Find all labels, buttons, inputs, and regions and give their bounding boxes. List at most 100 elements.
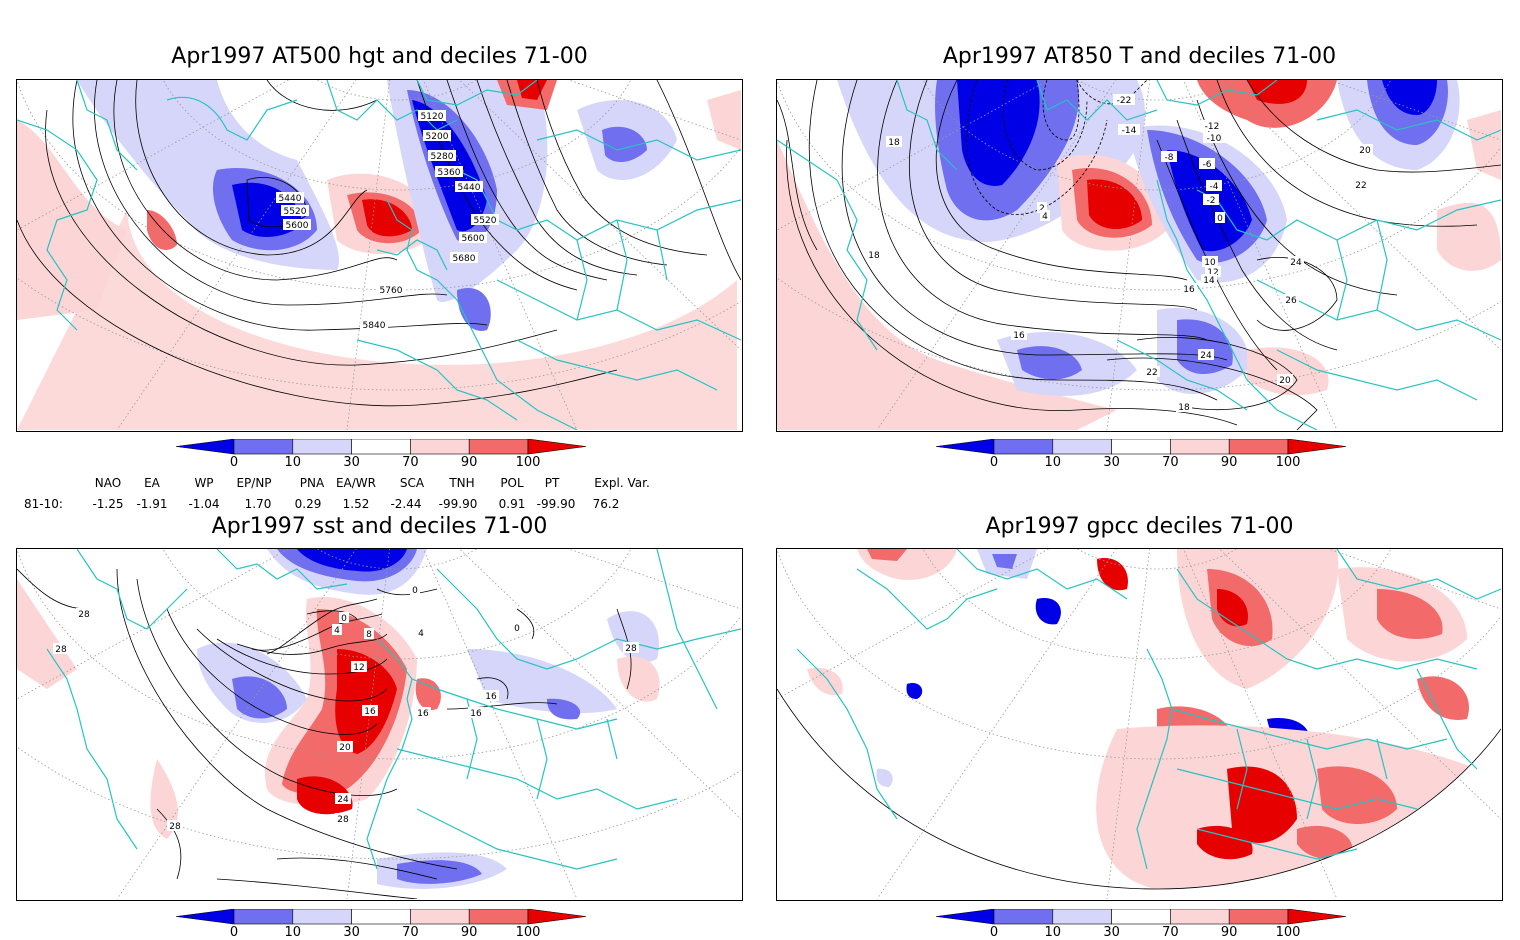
contour-label: 0 (341, 614, 347, 624)
contour-label: 2 (1039, 204, 1045, 214)
contour-label: 28 (337, 815, 349, 825)
colorbar-tick-label: 100 (515, 925, 541, 940)
contour-label: 24 (1290, 258, 1302, 268)
contour-label-bg (364, 628, 374, 639)
colorbar-swatch (1228, 909, 1289, 925)
contour-label-bg (1288, 256, 1304, 267)
contour-label-bg (1202, 256, 1218, 267)
colorbar-tick-label: 70 (402, 925, 419, 940)
colorbar-swatches (176, 909, 586, 925)
contour-label-bg (335, 793, 351, 804)
index-value: -99.90 (438, 497, 478, 511)
index-value: -1.91 (136, 497, 168, 511)
contour-label-bg (1113, 94, 1135, 105)
contour-label-bg (1357, 144, 1373, 155)
contour-label-bg (1118, 124, 1140, 135)
contour-label-bg (1040, 210, 1050, 221)
colorbar-swatch (410, 909, 470, 925)
coastlines (46, 549, 741, 870)
index-value: 0.29 (294, 497, 322, 511)
contour-label: -12 (1205, 122, 1220, 132)
index-header: PT (544, 476, 560, 490)
colorbar-swatch-below-0 (176, 439, 235, 455)
contour-label: 16 (470, 709, 482, 719)
index-row-label: 81-10: (24, 497, 63, 511)
contour-label: 5680 (453, 254, 476, 264)
map-gpcc (776, 548, 1503, 901)
contour-label-bg (167, 820, 183, 831)
index-header: SCA (399, 476, 425, 490)
contour-label: 5760 (380, 286, 403, 296)
contour-label-bg (455, 181, 483, 192)
colorbar-swatch-below-0 (936, 439, 995, 455)
colorbar-swatch-above-100 (527, 439, 586, 455)
index-value: 1.70 (244, 497, 272, 511)
colorbar-swatches (176, 439, 586, 455)
colorbar-swatches (936, 909, 1346, 925)
contour-label-bg (428, 150, 456, 161)
contour-label: 10 (1204, 258, 1216, 268)
contour-label-bg (459, 232, 487, 243)
contour-label: 24 (337, 795, 349, 805)
contour-label: 16 (364, 707, 376, 717)
contour-label: 5520 (284, 207, 307, 217)
contour-label: 5600 (286, 221, 309, 231)
contour-label: 4 (1042, 212, 1048, 222)
contour-label: 0 (514, 624, 520, 634)
contour-label-bg (339, 612, 349, 623)
panel-title-t850: Apr1997 AT850 T and deciles 71-00 (942, 44, 1337, 69)
index-value: 0.91 (498, 497, 526, 511)
index-header: NAO (94, 476, 122, 490)
contour-label: 12 (1207, 268, 1218, 278)
contour-label-bg (866, 249, 882, 260)
contour-label-bg (1205, 266, 1221, 277)
contour-label-bg (623, 642, 639, 653)
coastlines (777, 80, 1501, 430)
colorbar-swatch (1052, 439, 1112, 455)
index-value-row: 81-10: -1.25 -1.91 -1.04 1.70 0.29 1.52 -2.44 -… (0, 497, 760, 513)
colorbar-gpcc: 0 10 30 70 90 100 (936, 909, 1346, 940)
contour-label: -2 (1207, 196, 1216, 206)
colorbar-t850: 0 10 30 70 90 100 (936, 439, 1346, 470)
contour-label: 8 (366, 630, 372, 640)
colorbar-hgt500: 0 10 30 70 90 100 (176, 439, 586, 470)
colorbar-swatch (1052, 909, 1112, 925)
contour-label: 5120 (421, 112, 444, 122)
colorbar-swatch-below-0 (176, 909, 235, 925)
colorbar-swatch (292, 439, 352, 455)
index-value: -99.90 (536, 497, 576, 511)
contour-label-bg (1201, 274, 1217, 285)
contour-label-bg (483, 690, 499, 701)
contour-label-bg (886, 136, 902, 147)
index-header: Expl. Var. (594, 476, 650, 490)
contour-label-bg (281, 205, 309, 216)
contour-label-bg (435, 166, 463, 177)
contour-label-bg (410, 584, 420, 595)
contour-label-bg (1277, 374, 1293, 385)
colorbar-swatch (1170, 909, 1230, 925)
contour-label: 16 (1183, 285, 1195, 295)
index-value: -2.44 (390, 497, 422, 511)
index-header: EP/NP (236, 476, 272, 490)
contour-label: -6 (1203, 160, 1212, 170)
colorbar-swatch (468, 909, 529, 925)
contour-label: 5520 (474, 216, 497, 226)
contour-label: 26 (1285, 296, 1297, 306)
contour-label-bg (1198, 349, 1214, 360)
colorbar-tick-label: 70 (1162, 925, 1179, 940)
contour-label: 5360 (438, 168, 461, 178)
contour-label-bg (468, 707, 484, 718)
colorbar-swatch (1170, 439, 1230, 455)
colorbar-swatch (1111, 909, 1171, 925)
contour-label: 20 (1279, 376, 1291, 386)
contour-label-bg (377, 284, 405, 295)
colorbar-tick-label: 0 (989, 925, 999, 940)
panel-title-sst: Apr1997 sst and deciles 71-00 (211, 514, 548, 539)
colorbar-swatch (1111, 439, 1171, 455)
contour-label: 24 (1200, 351, 1212, 361)
colorbar-tick-label: 10 (284, 925, 302, 940)
index-header: PNA (299, 476, 325, 490)
colorbar-swatch (233, 909, 294, 925)
coastlines (17, 80, 741, 430)
